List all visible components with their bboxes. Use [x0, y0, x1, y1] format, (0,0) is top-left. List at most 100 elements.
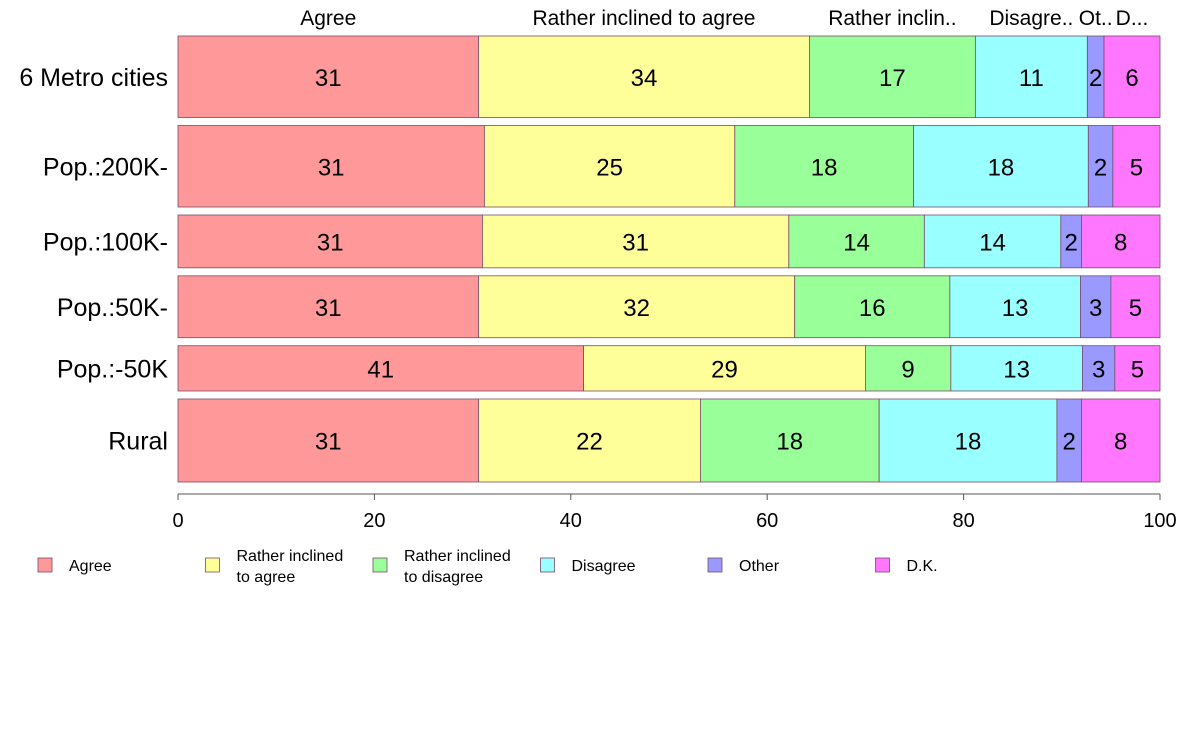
legend-swatch	[372, 557, 388, 573]
top-label: Disagre..	[989, 7, 1073, 30]
data-label: 2	[1064, 229, 1077, 256]
legend-swatch	[707, 557, 723, 573]
x-tick-label: 80	[952, 510, 974, 532]
data-label: 31	[315, 65, 342, 92]
data-label: 31	[318, 154, 345, 181]
bar-segment	[788, 214, 925, 269]
bar-segment	[913, 125, 1089, 208]
data-label: 32	[623, 295, 650, 322]
bar-segment	[949, 275, 1081, 339]
data-label: 31	[315, 428, 342, 455]
bar-segment	[734, 125, 914, 208]
bar-segment	[177, 214, 483, 269]
data-label: 13	[1002, 295, 1029, 322]
top-label: Agree	[300, 7, 356, 30]
data-label: 5	[1130, 154, 1143, 181]
bar-segment	[478, 275, 796, 339]
bar-segment	[700, 398, 880, 483]
data-label: 25	[596, 154, 623, 181]
legend-swatch	[37, 557, 53, 573]
top-labels: Agree Rather inclined to agree Rather incl…	[300, 7, 1148, 30]
data-label: 2	[1094, 154, 1107, 181]
bar-segment	[483, 125, 736, 208]
data-label: 31	[317, 229, 344, 256]
bar-segment	[1080, 275, 1112, 339]
bar-segment	[177, 398, 479, 483]
bar-segment	[482, 214, 790, 269]
bar-segment	[1082, 345, 1116, 392]
data-label: 13	[1003, 356, 1030, 383]
data-label: 5	[1131, 356, 1144, 383]
data-label: 41	[367, 356, 394, 383]
bar-segment	[1112, 125, 1161, 208]
data-label: 2	[1062, 428, 1075, 455]
x-tick-label: 40	[560, 510, 582, 532]
bar-segment	[478, 35, 810, 118]
top-label: Rather inclin..	[828, 7, 956, 30]
data-label: 29	[711, 356, 738, 383]
legend-label: Disagree	[572, 558, 636, 575]
bar-segment	[583, 345, 866, 392]
bar-segment	[1103, 35, 1161, 118]
bar-segment	[177, 35, 479, 118]
data-label: 8	[1114, 428, 1127, 455]
bar-segment	[1081, 398, 1161, 483]
legend-swatch	[540, 557, 555, 573]
x-tick-label: 20	[363, 510, 385, 532]
bar-segment	[177, 125, 485, 208]
row-label: Pop.:200K-	[43, 153, 168, 181]
top-label: Ot..	[1079, 7, 1113, 30]
bar-segment	[809, 35, 976, 118]
x-tick-label: 100	[1143, 510, 1176, 532]
row-label: Rural	[108, 427, 168, 455]
bar-segment	[1087, 125, 1114, 208]
top-label: Rather inclined to agree	[532, 7, 755, 30]
row-label: 6 Metro cities	[19, 64, 168, 92]
data-label: 22	[576, 428, 603, 455]
bar-segment	[1081, 214, 1161, 269]
legend-label: Rather inclined to agree	[237, 548, 344, 586]
x-tick-label: 60	[756, 510, 778, 532]
row-label: Pop.:-50K	[57, 355, 169, 383]
bar-segment	[950, 345, 1083, 392]
data-label: 11	[1019, 65, 1044, 92]
bar-segment	[1110, 275, 1161, 339]
bar-segment	[177, 275, 479, 339]
data-label: 16	[859, 295, 886, 322]
bar-segment	[878, 398, 1058, 483]
data-label: 18	[955, 428, 982, 455]
data-label: 3	[1089, 295, 1102, 322]
bar-segment	[1056, 398, 1082, 483]
data-label: 5	[1129, 295, 1142, 322]
data-label: 9	[901, 356, 914, 383]
legend-swatch	[205, 557, 220, 573]
data-label: 31	[315, 295, 342, 322]
legend-label: Agree	[69, 558, 112, 575]
top-label: D...	[1116, 7, 1149, 30]
data-label: 18	[776, 428, 803, 455]
legend-label: Other	[739, 558, 780, 575]
row-label: Pop.:100K-	[43, 228, 168, 256]
legend: Agree Rather inclined to agree Rather incli…	[37, 548, 938, 586]
bar-segment	[1114, 345, 1161, 392]
data-label: 18	[988, 154, 1015, 181]
row-label: Pop.:50K-	[57, 294, 168, 322]
legend-label: D.K.	[907, 558, 938, 575]
data-label: 31	[622, 229, 649, 256]
data-label: 8	[1114, 229, 1127, 256]
data-label: 18	[811, 154, 838, 181]
data-label: 34	[631, 65, 658, 92]
data-label: 14	[979, 229, 1006, 256]
data-label: 2	[1089, 65, 1102, 92]
x-tick-label: 0	[172, 510, 183, 532]
legend-swatch	[875, 557, 890, 573]
legend-label: Rather inclined to disagree	[404, 548, 511, 586]
bar-segment	[177, 345, 584, 392]
bar-segment	[923, 214, 1062, 269]
bar-segment	[974, 35, 1088, 118]
x-axis: 0 20 40 60 80 100	[172, 493, 1177, 532]
data-label: 6	[1125, 65, 1138, 92]
data-label: 14	[843, 229, 870, 256]
